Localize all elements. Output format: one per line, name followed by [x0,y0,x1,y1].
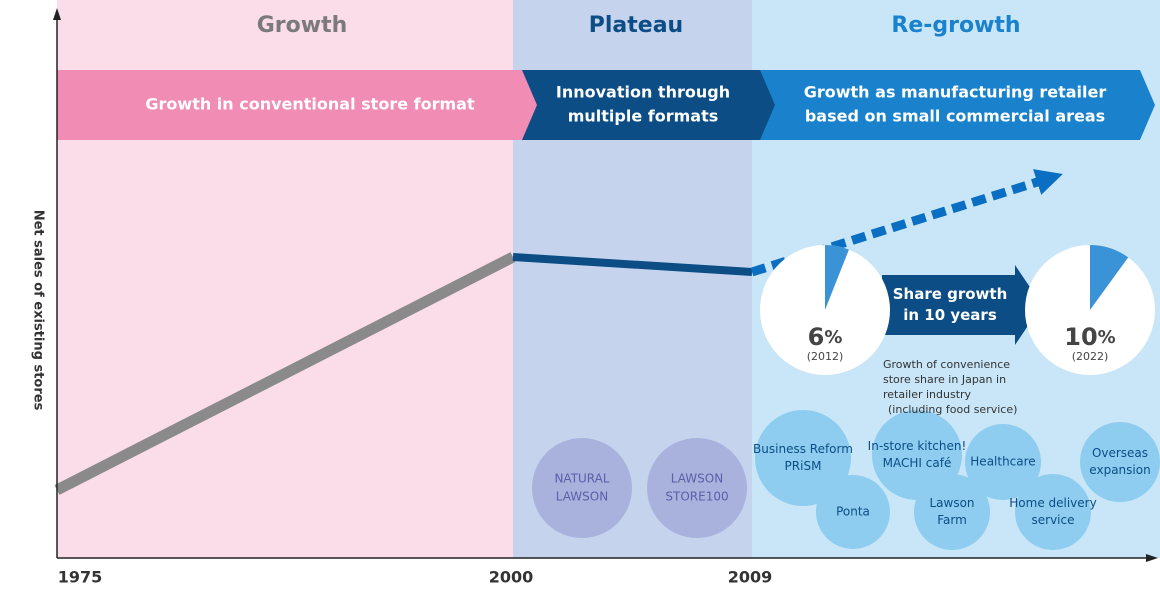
pie-value: 6% [808,323,843,351]
initiative-bubble [1015,474,1091,550]
banner-plateau [513,70,775,140]
share-caption: retailer industry [883,388,972,401]
year-label: 2009 [728,568,773,587]
format-text: NATURAL [554,472,609,486]
banner-text: Innovation through [556,83,730,102]
year-label: 1975 [58,568,103,587]
pie-number: 6 [808,323,825,351]
initiative-text: Home delivery [1009,496,1096,510]
initiative-text: expansion [1089,463,1150,477]
pie-unit: % [824,327,842,348]
initiative-bubble [1080,422,1160,502]
plateau-line [512,253,753,276]
initiative-bubble [965,424,1041,500]
pie-unit: % [1098,327,1116,348]
format-bubble [532,438,632,538]
share-caption: (including food service) [888,403,1017,416]
share-caption: Growth of convenience [883,358,1010,371]
banner-text: multiple formats [568,107,719,126]
initiative-text: service [1032,513,1075,527]
growth-line [54,252,516,495]
share-caption: store share in Japan in [883,373,1006,386]
x-axis-head [1146,554,1158,562]
pie-year: (2022) [1072,350,1109,363]
pie-number: 10 [1064,323,1097,351]
format-bubble [647,438,747,538]
initiative-bubble [755,410,851,506]
banner-growth [57,70,537,140]
banner-text: Growth in conventional store format [145,95,475,114]
share-arrow [882,265,1042,345]
format-text: LAWSON [556,490,608,504]
y-axis-label: Net sales of existing stores [31,210,46,411]
phase-title: Plateau [589,13,683,38]
initiative-text: Overseas [1092,446,1148,460]
format-text: STORE100 [665,490,728,504]
format-text: LAWSON [671,472,723,486]
initiative-text: Healthcare [970,455,1035,469]
banner-text: Growth as manufacturing retailer [804,83,1107,102]
phase-title: Re-growth [891,13,1020,38]
pie-wedge [825,245,849,310]
y-axis-head [53,8,61,20]
initiative-text: Farm [937,513,967,527]
share-arrow-text: Share growth [893,285,1008,303]
initiative-text: Ponta [836,505,870,519]
phase-title: Growth [257,13,348,38]
banner-text: based on small commercial areas [805,107,1105,126]
initiative-text: Business Reform [753,442,853,456]
share-arrow-text: in 10 years [903,306,997,324]
banner-regrowth [752,70,1155,140]
initiative-bubble [914,474,990,550]
initiative-text: In-store kitchen! [868,439,967,453]
initiative-text: MACHI café [883,456,952,470]
year-label: 2000 [489,568,534,587]
initiative-text: PRiSM [785,459,822,473]
initiative-bubble [816,475,890,549]
initiative-text: Lawson [929,496,974,510]
pie-value: 10% [1064,323,1115,351]
pie-wedge [1090,245,1129,310]
pie-year: (2012) [807,350,844,363]
